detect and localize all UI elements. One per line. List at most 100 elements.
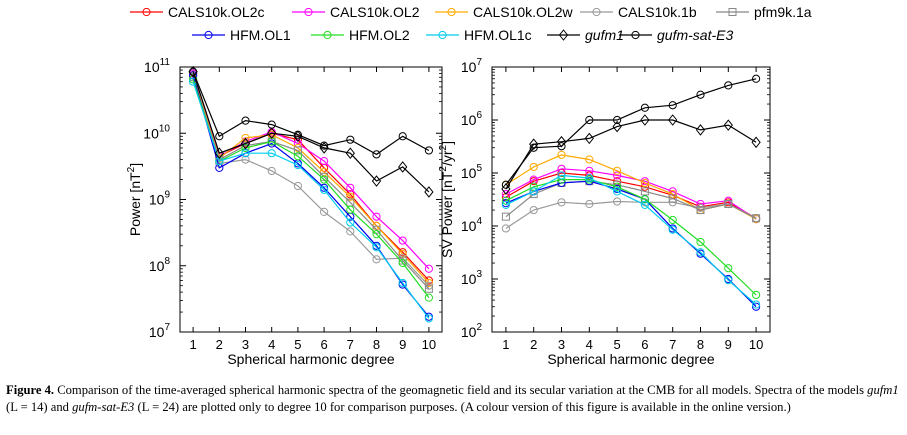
y-tick-label: 1011: [144, 57, 170, 75]
x-tick-label: 6: [320, 337, 327, 352]
x-tick-label: 7: [669, 337, 676, 352]
data-point-gufm-sat-e3: [267, 120, 276, 129]
legend-marker: [447, 7, 456, 17]
data-point-cals10k-ol2: [613, 171, 622, 180]
data-point-cals10k-1b: [529, 205, 538, 215]
legend-marker: [204, 30, 213, 40]
data-point-hfm-ol1c: [613, 187, 622, 196]
series-hfm-ol1c: [501, 171, 761, 309]
data-point-cals10k-ol2c: [346, 190, 355, 199]
data-point-hfm-ol1c: [640, 200, 650, 210]
y-tick-label: 107: [461, 57, 483, 75]
series-line-hfm-ol1: [505, 180, 757, 308]
caption-model-2: gufm-sat-E3: [72, 400, 135, 414]
legend-entry-cals10k-ol2: CALS10k.OL2: [292, 4, 420, 20]
data-point-cals10k-ol2w: [640, 178, 650, 188]
data-point-cals10k-ol2: [424, 264, 433, 273]
y-tick-label: 102: [461, 322, 483, 340]
data-point-hfm-ol2: [320, 175, 329, 184]
x-axis-label: Spherical harmonic degree: [227, 351, 395, 367]
y-tick-label: 106: [461, 110, 483, 128]
legend-label: pfm9k.1a: [754, 4, 812, 20]
data-point-cals10k-1b: [293, 181, 302, 191]
x-tick-label: 9: [399, 337, 406, 352]
series-line-hfm-ol1c: [192, 81, 430, 319]
data-point-cals10k-1b: [241, 155, 250, 164]
data-point-cals10k-1b: [372, 255, 381, 264]
data-point-hfm-ol1c: [293, 161, 302, 170]
data-point-hfm-ol2: [424, 293, 433, 302]
legend-label: CALS10k.OL2w: [473, 4, 573, 20]
data-point-cals10k-1b: [320, 207, 329, 216]
data-point-cals10k-ol2w: [613, 166, 622, 175]
legend-entry-pfm9k-1a: pfm9k.1a: [716, 4, 812, 20]
data-point-gufm1: [584, 132, 594, 145]
data-point-cals10k-ol2w: [585, 155, 594, 164]
data-point-gufm1: [695, 124, 706, 136]
data-point-cals10k-ol2: [557, 164, 566, 173]
series-gufm-sat-e3: [501, 74, 761, 189]
series-line-cals10k-1b: [505, 200, 757, 229]
series-pfm9k-1a: [189, 73, 433, 293]
series-line-cals10k-ol2w: [192, 75, 430, 284]
legend-entry-gufm1: gufm1: [547, 27, 624, 43]
legend-entry-hfm-ol1c: HFM.OL1c: [426, 27, 532, 43]
data-point-pfm9k-1a: [640, 187, 649, 196]
legend-marker: [728, 8, 737, 16]
legend-label: CALS10k.1b: [618, 4, 697, 20]
x-tick-label: 5: [613, 337, 620, 352]
series-gufm-sat-e3: [189, 67, 433, 159]
legend-entry-cals10k-ol2w: CALS10k.OL2w: [435, 4, 573, 20]
figure-caption: Figure 4. Comparison of the time-average…: [6, 382, 901, 416]
data-point-cals10k-ol2c: [424, 276, 433, 285]
data-point-pfm9k-1a: [424, 284, 433, 293]
series-line-gufm-sat-e3: [505, 78, 757, 186]
legend-entry-hfm-ol2: HFM.OL2: [311, 27, 410, 43]
data-point-gufm-sat-e3: [529, 143, 538, 152]
series-gufm1: [188, 65, 434, 198]
data-point-gufm1: [214, 147, 224, 159]
data-point-gufm-sat-e3: [501, 180, 510, 189]
data-point-hfm-ol1: [752, 302, 761, 311]
data-point-gufm-sat-e3: [215, 132, 224, 141]
data-point-hfm-ol1c: [501, 200, 510, 210]
x-axis-label: Spherical harmonic degree: [547, 351, 715, 367]
data-point-hfm-ol1c: [557, 171, 566, 180]
series-line-pfm9k-1a: [192, 77, 430, 290]
x-tick-label: 6: [641, 337, 648, 352]
data-point-hfm-ol1c: [346, 218, 355, 227]
series-line-gufm-sat-e3: [192, 71, 430, 156]
series-line-pfm9k-1a: [505, 180, 757, 219]
data-point-cals10k-ol2w: [346, 192, 355, 201]
data-point-pfm9k-1a: [696, 206, 705, 215]
legend-label: gufm1: [585, 27, 624, 43]
series-line-hfm-ol2: [192, 79, 430, 298]
caption-text-part-3: (L = 24) are plotted only to degree 10 f…: [134, 400, 791, 414]
data-point-gufm-sat-e3: [346, 135, 355, 144]
series-cals10k-ol2w: [189, 71, 433, 288]
legend-marker: [631, 30, 640, 40]
data-point-hfm-ol2: [241, 143, 250, 153]
data-point-hfm-ol2: [696, 237, 705, 247]
data-point-hfm-ol1c: [424, 314, 433, 323]
series-hfm-ol2: [189, 75, 433, 302]
data-point-cals10k-ol2: [398, 236, 407, 245]
series-line-cals10k-ol2: [192, 73, 430, 270]
legend-entry-cals10k-ol2c: CALS10k.OL2c: [130, 4, 265, 20]
legend-marker: [558, 29, 569, 41]
x-tick-label: 3: [558, 337, 565, 352]
data-point-gufm1: [529, 138, 539, 150]
data-point-hfm-ol1: [189, 71, 198, 80]
data-point-gufm-sat-e3: [752, 74, 761, 83]
data-point-cals10k-ol2w: [529, 162, 538, 172]
data-point-gufm-sat-e3: [640, 103, 650, 112]
power-spectrum-chart: 107 108 109 1010 1011 1 2 3 4 5 6 7 8 9 10 Spherical ha…: [126, 57, 443, 367]
data-point-gufm1: [345, 147, 355, 159]
data-point-hfm-ol2: [640, 195, 650, 204]
legend: CALS10k.OL2c CALS10k.OL2 CALS10k.OL2w CALS1…: [130, 4, 812, 43]
data-point-cals10k-1b: [501, 224, 510, 233]
x-tick-label: 5: [294, 337, 301, 352]
y-tick-label: 107: [149, 322, 171, 340]
data-point-gufm-sat-e3: [189, 67, 198, 76]
